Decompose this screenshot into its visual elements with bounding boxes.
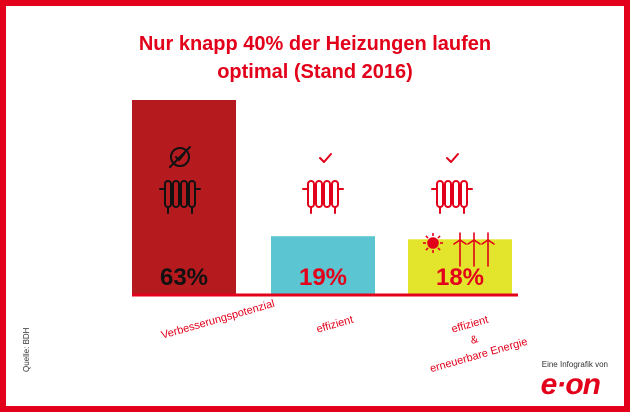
bar-value-label: 18% <box>436 264 484 291</box>
no-check-icon <box>169 146 191 168</box>
checkmark-icon <box>446 153 459 163</box>
category-label-line: Verbesserungspotenzial <box>160 298 276 342</box>
source-label: Quelle: BDH <box>22 327 31 372</box>
bar-value-label: 63% <box>160 264 208 291</box>
bar-1 <box>132 100 236 295</box>
category-label-line: effizient <box>315 314 355 336</box>
wind-turbine-icon <box>453 232 467 267</box>
radiator-icon <box>302 180 344 214</box>
bar-2 <box>271 236 375 295</box>
category-label: effizient <box>315 314 355 336</box>
category-label: Verbesserungspotenzial <box>160 298 276 342</box>
chart-title-line-2: optimal (Stand 2016) <box>217 61 413 83</box>
radiator-icon <box>159 180 201 214</box>
chart-title-line-1: Nur knapp 40% der Heizungen laufen <box>138 33 492 55</box>
wind-turbine-icon <box>481 232 495 267</box>
wind-turbine-icon <box>467 232 481 267</box>
chart-title: Nur knapp 40% der Heizungen laufen optim… <box>0 30 630 86</box>
bar-value-label: 19% <box>299 264 347 291</box>
sun-icon <box>423 233 443 253</box>
infografik-label: Eine Infografik von <box>541 360 608 369</box>
eon-logo: e·on <box>540 368 601 401</box>
category-label-line: effizient <box>450 314 490 336</box>
checkmark-icon <box>319 153 332 163</box>
radiator-icon <box>431 180 473 214</box>
category-label-line: & <box>469 333 480 347</box>
